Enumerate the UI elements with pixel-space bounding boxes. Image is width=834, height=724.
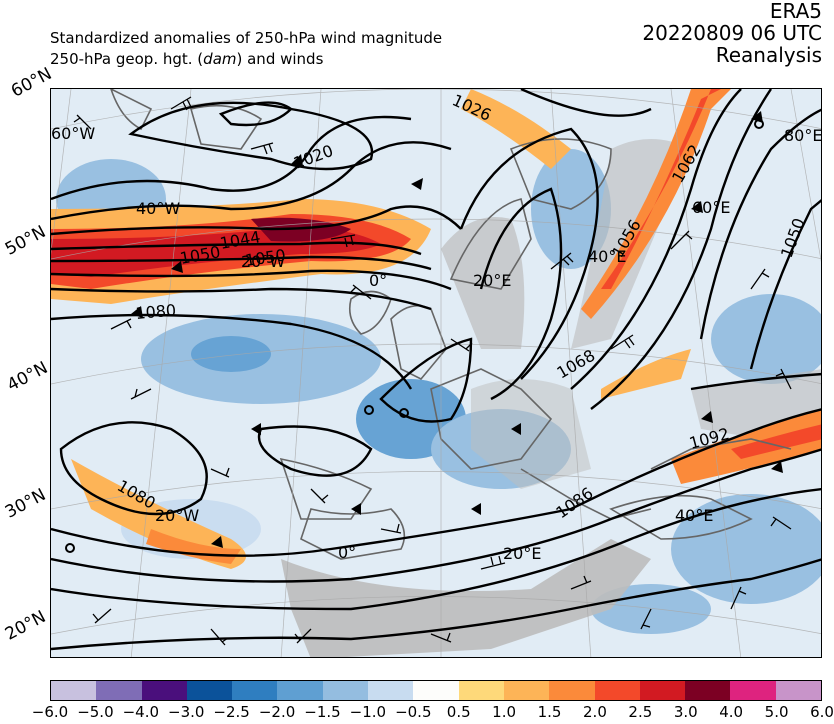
- colorbar-ticks: −6.0 −5.0 −4.0 −3.0 −2.5 −2.0 −1.5 −1.0 −0.5 0.5 1…: [0, 703, 834, 723]
- lon-label-0-top: 0°: [369, 271, 387, 290]
- map-panel: 1020 1050 1044 1050 1080 1080 1062 1056 …: [50, 88, 822, 658]
- negative-anomaly-fills: [51, 89, 821, 657]
- title-line-1: Standardized anomalies of 250-hPa wind m…: [50, 29, 443, 47]
- colorbar-tick-label: −3.0: [168, 703, 205, 721]
- source-label: ERA5: [769, 0, 822, 23]
- circle-markers: [65, 119, 764, 553]
- lat-label-60n: 60°N: [8, 63, 56, 102]
- colorbar-segment: [503, 681, 550, 700]
- colorbar-tick-label: −2.5: [213, 703, 250, 721]
- lon-label-40e-bottom: 40°E: [675, 506, 713, 525]
- colorbar-segment: [96, 681, 142, 700]
- colorbar-segment: [413, 681, 459, 700]
- colorbar-segment: [141, 681, 187, 700]
- positive-anomaly-fills: [51, 89, 821, 569]
- header-right: ERA5 20220809 06 UTC Reanalysis: [642, 0, 822, 66]
- wind-barbs: [73, 96, 792, 646]
- figure-title: Standardized anomalies of 250-hPa wind m…: [50, 28, 442, 70]
- lat-label-50n: 50°N: [2, 221, 50, 260]
- colorbar-tick-label: 6.0: [810, 703, 834, 721]
- lon-label-20e-top: 20°E: [473, 271, 511, 290]
- lon-label-40e-top: 40°E: [588, 247, 626, 266]
- lon-label-group: 60°W 40°W 20°W 0° 20°E 40°E 60°E 80°E 20…: [51, 124, 822, 563]
- colorbar-segment: [685, 681, 731, 700]
- colorbar-segment: [775, 681, 822, 700]
- colorbar-segment: [458, 681, 504, 700]
- colorbar-segment: [368, 681, 414, 700]
- colorbar-segment: [730, 681, 776, 700]
- colorbar-tick-label: −6.0: [31, 703, 69, 721]
- colorbar-segment: [51, 681, 97, 700]
- lat-label-40n: 40°N: [4, 357, 52, 396]
- height-contours: [51, 89, 821, 651]
- lat-label-20n: 20°N: [2, 606, 50, 645]
- colorbar-tick-label: −1.0: [349, 703, 387, 721]
- colorbar-segment: [639, 681, 686, 700]
- lat-label-30n: 30°N: [2, 484, 50, 523]
- colorbar: [50, 680, 822, 701]
- colorbar-tick-label: −2.0: [258, 703, 296, 721]
- title-line-2: 250-hPa geop. hgt. (dam) and winds: [50, 50, 324, 68]
- lon-label-40w: 40°W: [136, 199, 180, 218]
- contour-label-1080a: 1080: [135, 301, 177, 323]
- colorbar-tick-label: 0.5: [446, 703, 471, 721]
- colorbar-tick-label: 1.0: [492, 703, 517, 721]
- lon-label-0-bottom: 0°: [338, 543, 356, 562]
- colorbar-tick-label: 2.5: [628, 703, 653, 721]
- colorbar-tick-label: 4.0: [719, 703, 744, 721]
- map-svg: 1020 1050 1044 1050 1080 1080 1062 1056 …: [51, 89, 822, 657]
- colorbar-segment: [549, 681, 595, 700]
- colorbar-segment: [232, 681, 278, 700]
- colorbar-segment: [594, 681, 640, 700]
- colorbar-segment: [277, 681, 323, 700]
- colorbar-tick-label: 5.0: [764, 703, 789, 721]
- datetime-label: 20220809 06 UTC: [642, 21, 822, 45]
- lon-label-60e: 60°E: [692, 198, 730, 217]
- lon-label-60w: 60°W: [51, 124, 95, 143]
- colorbar-tick-label: 2.0: [583, 703, 607, 721]
- product-label: Reanalysis: [715, 43, 822, 67]
- lon-label-20w-top: 20°W: [241, 252, 285, 271]
- lon-label-20e-bottom: 20°E: [503, 544, 541, 563]
- colorbar-segment: [186, 681, 233, 700]
- colorbar-tick-label: −5.0: [77, 703, 114, 721]
- wind-pennants: [131, 111, 783, 548]
- graticule: [51, 89, 821, 657]
- colorbar-tick-label: 3.0: [673, 703, 698, 721]
- colorbar-tick-label: −0.5: [395, 703, 432, 721]
- colorbar-segment: [322, 681, 369, 700]
- colorbar-tick-label: 1.5: [537, 703, 562, 721]
- lon-label-20w-bottom: 20°W: [155, 506, 199, 525]
- colorbar-tick-label: −1.5: [304, 703, 341, 721]
- lon-label-80e: 80°E: [784, 126, 822, 145]
- colorbar-tick-label: −4.0: [122, 703, 160, 721]
